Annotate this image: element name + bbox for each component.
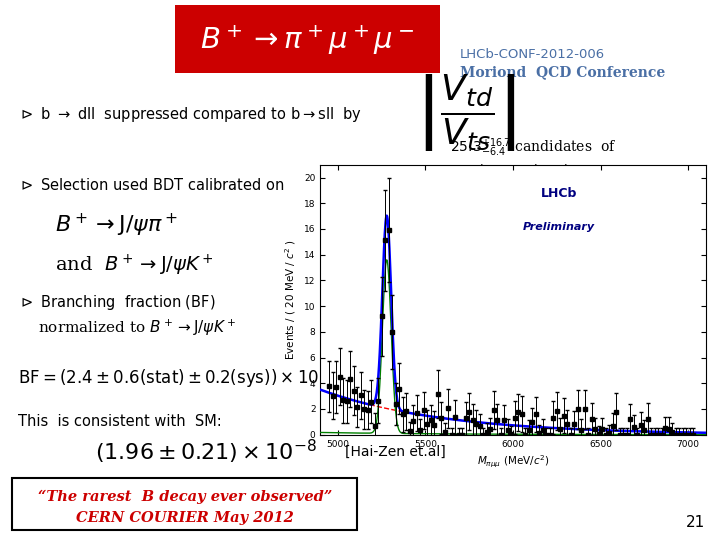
Text: $\vartriangleright$ Selection used BDT calibrated on: $\vartriangleright$ Selection used BDT c… xyxy=(18,177,284,193)
X-axis label: $M_{\pi\mu\mu}$ (MeV/$c^2$): $M_{\pi\mu\mu}$ (MeV/$c^2$) xyxy=(477,454,549,470)
Text: “The rarest  B decay ever observed”: “The rarest B decay ever observed” xyxy=(38,490,332,504)
Text: normalized to $B^+ \rightarrow \mathrm{J}/\psi K^+$: normalized to $B^+ \rightarrow \mathrm{J… xyxy=(38,318,236,338)
Text: $B^+ \rightarrow \pi^+\mu^+\mu^-$: $B^+ \rightarrow \pi^+\mu^+\mu^-$ xyxy=(458,163,603,187)
Text: $\left| \dfrac{V_{td}}{V_{ts}} \right|$: $\left| \dfrac{V_{td}}{V_{ts}} \right|$ xyxy=(415,71,516,152)
Bar xyxy=(12,478,357,530)
Bar xyxy=(175,5,440,73)
Text: LHCb: LHCb xyxy=(541,187,577,200)
Text: $(1.96 \pm 0.21) \times 10^{-8}$: $(1.96 \pm 0.21) \times 10^{-8}$ xyxy=(95,438,317,466)
Text: $\mathrm{BF} = (2.4 \pm 0.6(\mathrm{stat}) \pm 0.2(\mathrm{sys})) \times 10^{-8}: $\mathrm{BF} = (2.4 \pm 0.6(\mathrm{stat… xyxy=(18,366,336,390)
Text: $\vartriangleright$ Branching  fraction (BF): $\vartriangleright$ Branching fraction (… xyxy=(18,293,215,312)
Text: $B^+ \rightarrow \pi^+ \mu^+ \mu^-$: $B^+ \rightarrow \pi^+ \mu^+ \mu^-$ xyxy=(199,23,414,57)
Text: $\vartriangleright$ b $\rightarrow$ dll  suppressed compared to b$\rightarrow$sl: $\vartriangleright$ b $\rightarrow$ dll … xyxy=(18,105,362,125)
Text: $25.3^{+16.7}_{-6.4}$ candidates  of: $25.3^{+16.7}_{-6.4}$ candidates of xyxy=(450,137,616,159)
Text: [Hai-Zen et.al]: [Hai-Zen et.al] xyxy=(345,445,446,459)
Text: LHCb-CONF-2012-006: LHCb-CONF-2012-006 xyxy=(460,49,605,62)
Text: CERN COURIER May 2012: CERN COURIER May 2012 xyxy=(76,511,294,525)
Text: and  $B^+ \rightarrow \mathrm{J}/\psi K^+$: and $B^+ \rightarrow \mathrm{J}/\psi K^+… xyxy=(55,252,214,278)
Text: Preliminary: Preliminary xyxy=(523,221,595,232)
Y-axis label: Events / ( 20 MeV / $c^2$ ): Events / ( 20 MeV / $c^2$ ) xyxy=(284,239,299,360)
Text: This  is consistent with  SM:: This is consistent with SM: xyxy=(18,415,222,429)
Text: 21: 21 xyxy=(685,515,705,530)
Text: Moriond  QCD Conference: Moriond QCD Conference xyxy=(460,65,665,79)
Text: $B^+ \rightarrow \mathrm{J}/\psi\pi^+$: $B^+ \rightarrow \mathrm{J}/\psi\pi^+$ xyxy=(55,211,179,239)
